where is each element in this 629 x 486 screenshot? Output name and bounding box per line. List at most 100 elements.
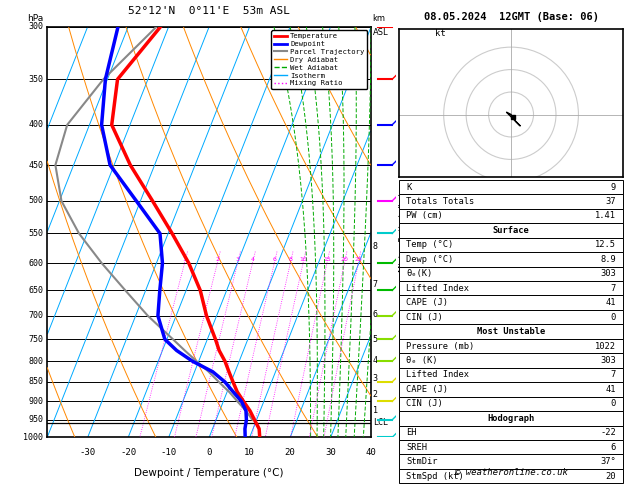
- Text: 20: 20: [285, 448, 296, 457]
- Bar: [399, 469, 623, 483]
- Text: 7: 7: [611, 284, 616, 293]
- Text: 550: 550: [28, 229, 43, 238]
- Text: Mixing Ratio (g/kg): Mixing Ratio (g/kg): [399, 192, 408, 272]
- Text: LCL: LCL: [373, 418, 387, 427]
- Text: hPa: hPa: [27, 14, 43, 23]
- Text: 20: 20: [606, 471, 616, 481]
- Text: StmDir: StmDir: [406, 457, 438, 466]
- Text: 25: 25: [354, 257, 362, 262]
- Bar: [399, 339, 623, 353]
- Text: 303: 303: [600, 356, 616, 365]
- Text: 450: 450: [28, 160, 43, 170]
- Bar: [399, 411, 623, 426]
- Text: kt: kt: [435, 29, 445, 38]
- Text: CAPE (J): CAPE (J): [406, 385, 448, 394]
- Text: 41: 41: [606, 298, 616, 307]
- Bar: [399, 454, 623, 469]
- Text: Surface: Surface: [493, 226, 530, 235]
- Bar: [399, 194, 623, 208]
- Text: Most Unstable: Most Unstable: [477, 327, 545, 336]
- Text: 12.5: 12.5: [595, 241, 616, 249]
- Text: 2: 2: [373, 390, 378, 399]
- Bar: [399, 208, 623, 223]
- Text: 0: 0: [206, 448, 212, 457]
- Text: km: km: [373, 14, 386, 23]
- Text: 10: 10: [299, 257, 307, 262]
- Bar: [399, 180, 623, 194]
- Text: θₑ (K): θₑ (K): [406, 356, 438, 365]
- Text: 600: 600: [28, 259, 43, 268]
- Text: 52°12'N  0°11'E  53m ASL: 52°12'N 0°11'E 53m ASL: [128, 6, 290, 17]
- Text: 350: 350: [28, 75, 43, 84]
- Bar: [399, 324, 623, 339]
- Text: 41: 41: [606, 385, 616, 394]
- Text: 6: 6: [373, 310, 378, 319]
- Text: 15: 15: [323, 257, 331, 262]
- Text: 37: 37: [606, 197, 616, 206]
- Bar: [399, 223, 623, 238]
- Text: Totals Totals: Totals Totals: [406, 197, 474, 206]
- Text: 1.41: 1.41: [595, 211, 616, 221]
- Text: 400: 400: [28, 121, 43, 129]
- Text: 7: 7: [611, 370, 616, 380]
- Text: 08.05.2024  12GMT (Base: 06): 08.05.2024 12GMT (Base: 06): [423, 12, 599, 22]
- Text: 800: 800: [28, 357, 43, 366]
- Text: Lifted Index: Lifted Index: [406, 370, 469, 380]
- Text: 30: 30: [325, 448, 336, 457]
- Text: CIN (J): CIN (J): [406, 399, 443, 408]
- Text: -20: -20: [120, 448, 136, 457]
- Text: 1: 1: [373, 406, 378, 415]
- Text: 5: 5: [373, 335, 378, 344]
- Bar: [399, 397, 623, 411]
- Text: -10: -10: [160, 448, 177, 457]
- Text: 650: 650: [28, 286, 43, 295]
- Bar: [399, 382, 623, 397]
- Text: θₑ(K): θₑ(K): [406, 269, 432, 278]
- Text: 8: 8: [288, 257, 292, 262]
- Text: 3: 3: [373, 374, 378, 383]
- Text: 303: 303: [600, 269, 616, 278]
- Bar: [399, 295, 623, 310]
- Text: 3: 3: [235, 257, 240, 262]
- Text: 6: 6: [272, 257, 276, 262]
- Text: 300: 300: [28, 22, 43, 31]
- Text: Hodograph: Hodograph: [487, 414, 535, 423]
- Bar: [399, 353, 623, 368]
- Text: Temp (°C): Temp (°C): [406, 241, 454, 249]
- Text: Dewpoint / Temperature (°C): Dewpoint / Temperature (°C): [135, 468, 284, 478]
- Legend: Temperature, Dewpoint, Parcel Trajectory, Dry Adiabat, Wet Adiabat, Isotherm, Mi: Temperature, Dewpoint, Parcel Trajectory…: [272, 30, 367, 89]
- Bar: [399, 426, 623, 440]
- Text: -30: -30: [80, 448, 96, 457]
- Bar: [399, 238, 623, 252]
- Text: PW (cm): PW (cm): [406, 211, 443, 221]
- Text: 950: 950: [28, 416, 43, 424]
- Text: SREH: SREH: [406, 443, 427, 451]
- Text: 750: 750: [28, 335, 43, 344]
- Text: 2: 2: [215, 257, 219, 262]
- Text: 500: 500: [28, 196, 43, 206]
- Text: 6: 6: [611, 443, 616, 451]
- Bar: [399, 368, 623, 382]
- Text: 1: 1: [182, 257, 186, 262]
- Text: 10: 10: [244, 448, 255, 457]
- Bar: [399, 252, 623, 266]
- Text: 37°: 37°: [600, 457, 616, 466]
- Text: Lifted Index: Lifted Index: [406, 284, 469, 293]
- Text: StmSpd (kt): StmSpd (kt): [406, 471, 464, 481]
- Text: 900: 900: [28, 397, 43, 406]
- Text: © weatheronline.co.uk: © weatheronline.co.uk: [455, 469, 567, 477]
- Text: 0: 0: [611, 399, 616, 408]
- Text: 9: 9: [611, 183, 616, 191]
- Bar: [399, 440, 623, 454]
- Text: 7: 7: [373, 279, 378, 289]
- Text: 1000: 1000: [23, 433, 43, 442]
- Text: CAPE (J): CAPE (J): [406, 298, 448, 307]
- Text: -22: -22: [600, 428, 616, 437]
- Text: EH: EH: [406, 428, 416, 437]
- Text: K: K: [406, 183, 411, 191]
- Text: 0: 0: [611, 312, 616, 322]
- Text: 4: 4: [373, 355, 378, 364]
- Text: 20: 20: [340, 257, 348, 262]
- Text: 700: 700: [28, 311, 43, 320]
- Text: 8.9: 8.9: [600, 255, 616, 264]
